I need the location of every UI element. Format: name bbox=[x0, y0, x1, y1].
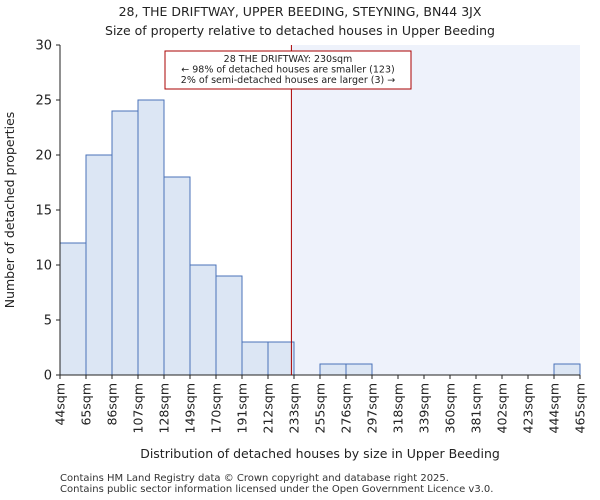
x-axis-title: Distribution of detached houses by size … bbox=[140, 446, 500, 461]
bar bbox=[215, 275, 243, 376]
bar bbox=[137, 99, 165, 376]
x-tick-label: 44sqm bbox=[53, 383, 68, 426]
annotation-line: 2% of semi-detached houses are larger (3… bbox=[181, 75, 395, 86]
x-tick-label: 465sqm bbox=[573, 383, 588, 433]
bar bbox=[553, 363, 581, 376]
annotation-line: 28 THE DRIFTWAY: 230sqm bbox=[224, 54, 353, 65]
x-tick-label: 360sqm bbox=[443, 383, 458, 433]
bar bbox=[267, 341, 295, 376]
y-axis-title: Number of detached properties bbox=[2, 112, 17, 309]
x-tick-label: 402sqm bbox=[495, 383, 510, 433]
bar bbox=[319, 363, 347, 376]
footer: Contains HM Land Registry data © Crown c… bbox=[60, 473, 493, 495]
x-tick-label: 423sqm bbox=[521, 383, 536, 433]
bar bbox=[345, 363, 373, 376]
x-tick-label: 444sqm bbox=[547, 383, 562, 433]
x-tick-label: 128sqm bbox=[157, 383, 172, 433]
bar bbox=[241, 341, 269, 376]
y-tick-label: 15 bbox=[35, 204, 52, 219]
x-tick-label: 170sqm bbox=[209, 383, 224, 433]
y-tick-label: 5 bbox=[44, 314, 52, 329]
highlight-region bbox=[291, 45, 580, 375]
x-tick-label: 212sqm bbox=[261, 383, 276, 433]
y-tick-label: 0 bbox=[44, 369, 52, 384]
bar bbox=[59, 242, 87, 376]
x-tick-label: 297sqm bbox=[365, 383, 380, 433]
annotation-line: ← 98% of detached houses are smaller (12… bbox=[181, 65, 394, 76]
x-tick-label: 381sqm bbox=[469, 383, 484, 433]
chart-title-block: 28, THE DRIFTWAY, UPPER BEEDING, STEYNIN… bbox=[0, 2, 600, 40]
x-tick-label: 65sqm bbox=[79, 383, 94, 426]
x-tick-label: 339sqm bbox=[417, 383, 432, 433]
x-tick-label: 149sqm bbox=[183, 383, 198, 433]
x-tick-label: 255sqm bbox=[313, 383, 328, 433]
footer-line-2: Contains public sector information licen… bbox=[60, 484, 494, 495]
footer-line-1: Contains HM Land Registry data © Crown c… bbox=[60, 473, 449, 484]
y-tick-label: 25 bbox=[35, 94, 52, 109]
bar bbox=[111, 110, 139, 376]
chart-subtitle: Size of property relative to detached ho… bbox=[105, 23, 495, 38]
bar bbox=[163, 176, 191, 376]
bar bbox=[189, 264, 217, 376]
bar bbox=[85, 154, 113, 376]
annotation-box bbox=[164, 50, 412, 90]
y-tick-label: 20 bbox=[35, 149, 52, 164]
x-tick-label: 276sqm bbox=[339, 383, 354, 433]
x-tick-label: 191sqm bbox=[235, 383, 250, 433]
y-tick-label: 10 bbox=[35, 259, 52, 274]
chart-title: 28, THE DRIFTWAY, UPPER BEEDING, STEYNIN… bbox=[118, 4, 482, 19]
y-tick-label: 30 bbox=[35, 39, 52, 54]
x-tick-label: 318sqm bbox=[391, 383, 406, 433]
x-tick-label: 86sqm bbox=[105, 383, 120, 426]
x-tick-label: 107sqm bbox=[131, 383, 146, 433]
x-tick-label: 233sqm bbox=[287, 383, 302, 433]
